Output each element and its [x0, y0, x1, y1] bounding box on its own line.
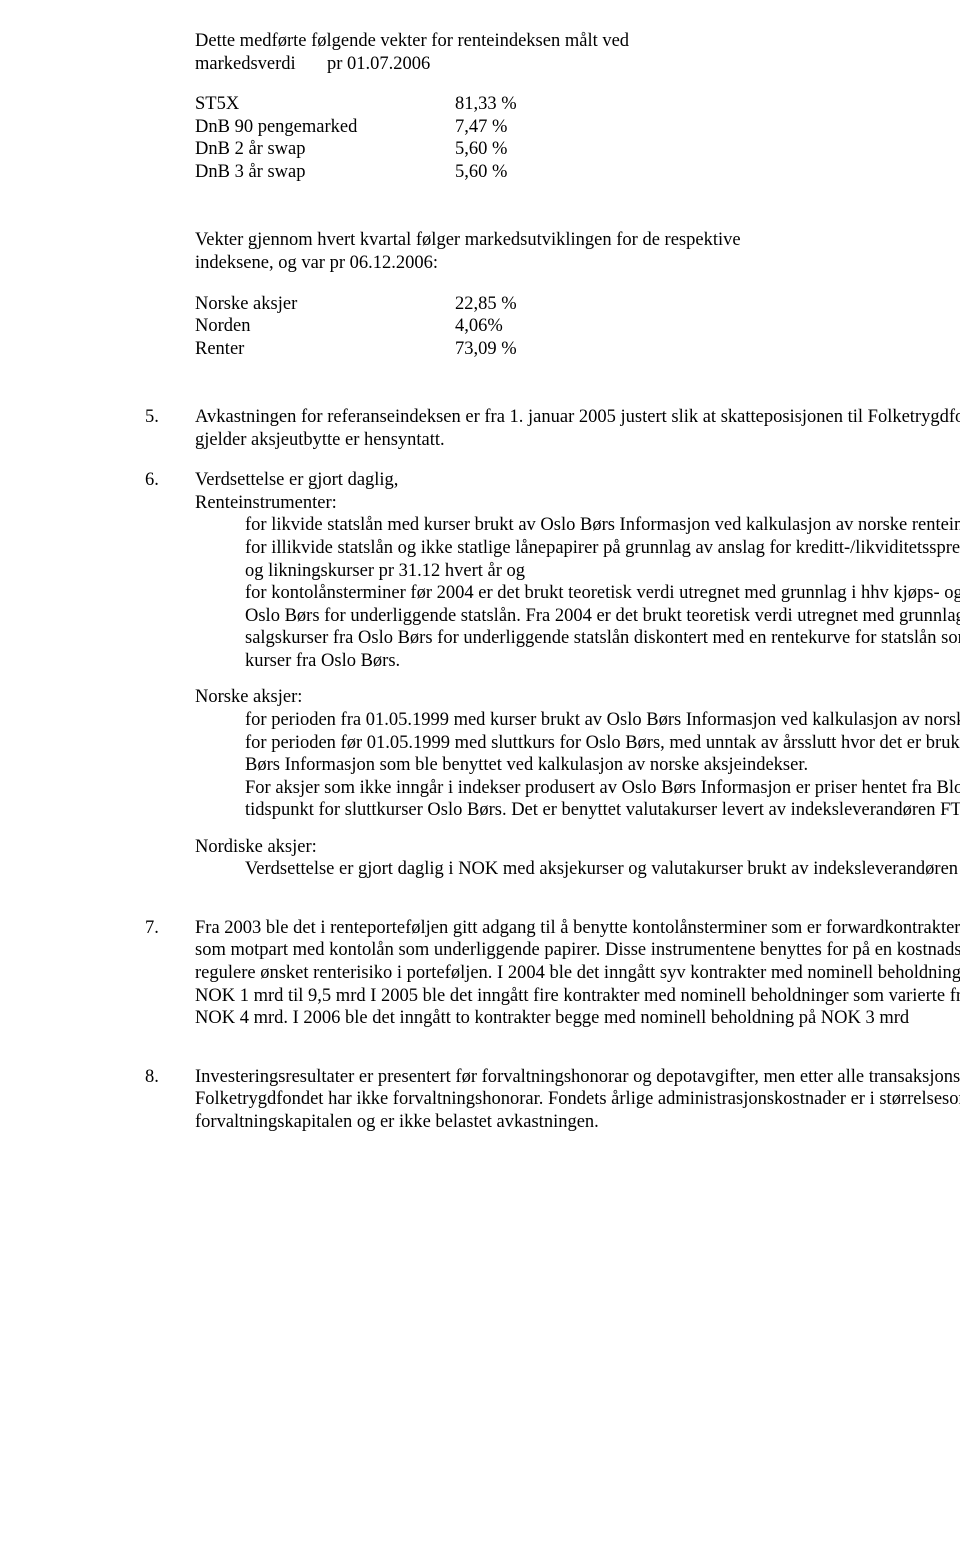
intro-line-1: Dette medførte følgende vekter for rente…: [195, 30, 960, 53]
intro-paragraph-2: Vekter gjennom hvert kvartal følger mark…: [195, 229, 960, 274]
item6-norske-heading: Norske aksjer:: [195, 686, 960, 709]
intro2-line-2: indeksene, og var pr 06.12.2006:: [195, 252, 960, 275]
list-item-8: 8. Investeringsresultater er presentert …: [145, 1066, 960, 1134]
row-value: 5,60 %: [455, 138, 555, 161]
list-item-7: 7. Fra 2003 ble det i renteporteføljen g…: [145, 917, 960, 1030]
row-label: Norden: [195, 315, 455, 338]
table-row: DnB 2 år swap 5,60 %: [195, 138, 960, 161]
list-item-5: 5. Avkastningen for referanseindeksen er…: [145, 406, 960, 451]
row-label: DnB 2 år swap: [195, 138, 455, 161]
item6-rente-body: for likvide statslån med kurser brukt av…: [245, 514, 960, 672]
item-number: 7.: [145, 917, 195, 1030]
row-value: 22,85 %: [455, 293, 555, 316]
item-number: 5.: [145, 406, 195, 451]
item-content: Verdsettelse er gjort daglig, Renteinstr…: [195, 469, 960, 881]
row-label: Norske aksjer: [195, 293, 455, 316]
item-content: Investeringsresultater er presentert før…: [195, 1066, 960, 1134]
intro-line-2a: markedsverdi: [195, 53, 327, 76]
item-number: 6.: [145, 469, 195, 881]
table-row: ST5X 81,33 %: [195, 93, 960, 116]
intro2-line-1: Vekter gjennom hvert kvartal følger mark…: [195, 229, 960, 252]
row-label: DnB 90 pengemarked: [195, 116, 455, 139]
row-label: Renter: [195, 338, 455, 361]
row-value: 73,09 %: [455, 338, 555, 361]
weights-table-1: ST5X 81,33 % DnB 90 pengemarked 7,47 % D…: [195, 93, 960, 183]
intro-line-2b: pr 01.07.2006: [327, 53, 430, 76]
table-row: Norske aksjer 22,85 %: [195, 293, 960, 316]
row-value: 81,33 %: [455, 93, 555, 116]
item6-lead: Verdsettelse er gjort daglig,: [195, 469, 960, 492]
intro-paragraph-1: Dette medførte følgende vekter for rente…: [195, 30, 960, 75]
table-row: Renter 73,09 %: [195, 338, 960, 361]
table-row: DnB 90 pengemarked 7,47 %: [195, 116, 960, 139]
intro-line-2: markedsverdi pr 01.07.2006: [195, 53, 960, 76]
item-number: 8.: [145, 1066, 195, 1134]
row-value: 5,60 %: [455, 161, 555, 184]
item6-nordiske-heading: Nordiske aksjer:: [195, 836, 960, 859]
row-value: 7,47 %: [455, 116, 555, 139]
item6-norske-body: for perioden fra 01.05.1999 med kurser b…: [245, 709, 960, 822]
table-row: Norden 4,06%: [195, 315, 960, 338]
table-row: DnB 3 år swap 5,60 %: [195, 161, 960, 184]
item6-nordiske-body: Verdsettelse er gjort daglig i NOK med a…: [245, 858, 960, 881]
row-value: 4,06%: [455, 315, 555, 338]
list-item-6: 6. Verdsettelse er gjort daglig, Rentein…: [145, 469, 960, 881]
item-content: Avkastningen for referanseindeksen er fr…: [195, 406, 960, 451]
row-label: ST5X: [195, 93, 455, 116]
item6-rente-heading: Renteinstrumenter:: [195, 492, 960, 515]
weights-table-2: Norske aksjer 22,85 % Norden 4,06% Rente…: [195, 293, 960, 361]
item-content: Fra 2003 ble det i renteporteføljen gitt…: [195, 917, 960, 1030]
row-label: DnB 3 år swap: [195, 161, 455, 184]
